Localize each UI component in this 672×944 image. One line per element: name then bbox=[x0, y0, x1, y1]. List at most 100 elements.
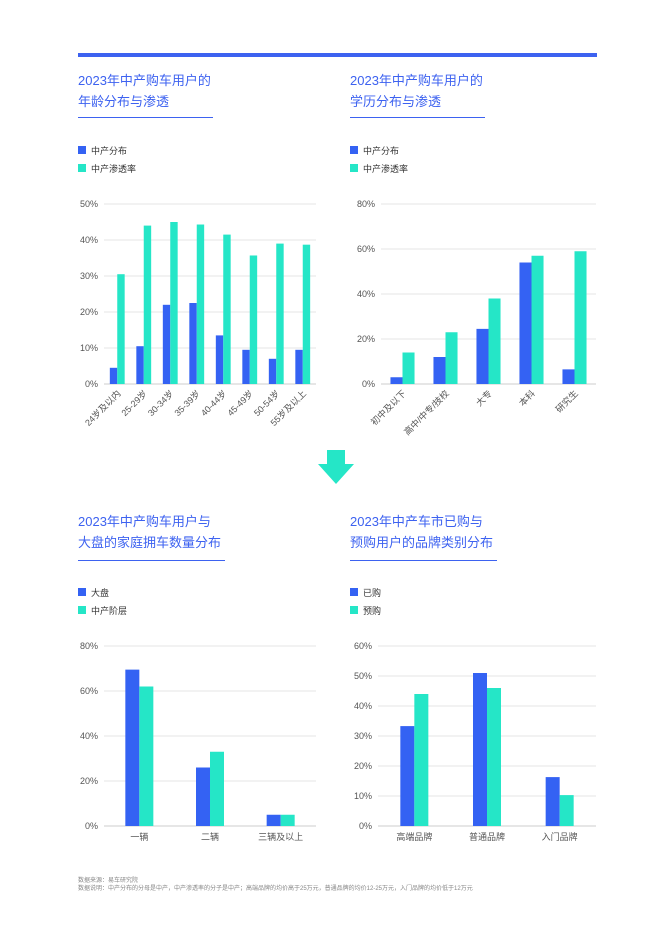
x-tick-label: 普通品牌 bbox=[469, 831, 505, 842]
bar bbox=[531, 255, 544, 384]
y-tick-label: 20% bbox=[80, 307, 98, 317]
bar bbox=[400, 726, 415, 826]
bar bbox=[402, 352, 415, 384]
y-tick-label: 20% bbox=[354, 761, 372, 771]
panel3-title-line2: 大盘的家庭拥车数量分布 bbox=[78, 535, 222, 550]
panel4-title: 2023年中产车市已购与 预购用户的品牌类别分布 bbox=[350, 511, 493, 553]
legend-item: 中产阶层 bbox=[78, 601, 127, 619]
legend-swatch bbox=[78, 146, 86, 154]
y-tick-label: 20% bbox=[357, 334, 375, 344]
legend-swatch bbox=[78, 588, 86, 596]
legend-label: 中产渗透率 bbox=[363, 163, 409, 174]
bar bbox=[266, 814, 281, 826]
bar bbox=[414, 694, 429, 826]
x-tick-label: 三辆及以上 bbox=[258, 831, 303, 842]
x-tick-label: 高端品牌 bbox=[396, 831, 432, 842]
y-tick-label: 0% bbox=[359, 821, 372, 831]
legend-item: 中产渗透率 bbox=[350, 159, 408, 177]
bar bbox=[280, 814, 295, 826]
legend-label: 中产分布 bbox=[91, 145, 128, 156]
y-tick-label: 80% bbox=[80, 641, 98, 651]
legend-swatch bbox=[350, 606, 358, 614]
panel1-title-underline bbox=[78, 117, 213, 118]
bar bbox=[196, 224, 205, 384]
panel2-title: 2023年中产购车用户的 学历分布与渗透 bbox=[350, 70, 483, 112]
legend-item: 大盘 bbox=[78, 583, 127, 601]
panel1-title-line1: 2023年中产购车用户的 bbox=[78, 73, 211, 88]
top-accent-bar bbox=[78, 53, 597, 57]
panel4-legend: 已购 预购 bbox=[350, 583, 381, 619]
panel3-title-line1: 2023年中产购车用户与 bbox=[78, 514, 211, 529]
legend-item: 预购 bbox=[350, 601, 381, 619]
panel4-title-line1: 2023年中产车市已购与 bbox=[350, 514, 483, 529]
y-tick-label: 40% bbox=[80, 235, 98, 245]
bar bbox=[445, 332, 458, 384]
panel2-title-line2: 学历分布与渗透 bbox=[350, 94, 442, 109]
bar bbox=[143, 225, 152, 384]
x-tick-label: 一辆 bbox=[130, 831, 148, 842]
bar bbox=[433, 357, 446, 384]
panel1-title-line2: 年龄分布与渗透 bbox=[78, 94, 170, 109]
legend-label: 大盘 bbox=[91, 587, 110, 598]
bar bbox=[562, 369, 575, 384]
bar bbox=[215, 335, 224, 384]
y-tick-label: 60% bbox=[357, 244, 375, 254]
panel3-title: 2023年中产购车用户与 大盘的家庭拥车数量分布 bbox=[78, 511, 221, 553]
legend-label: 中产阶层 bbox=[91, 605, 128, 616]
bar bbox=[559, 795, 574, 826]
y-tick-label: 30% bbox=[80, 271, 98, 281]
legend-item: 中产渗透率 bbox=[78, 159, 136, 177]
x-tick-label: 入门品牌 bbox=[542, 831, 578, 842]
bar bbox=[390, 377, 403, 384]
y-tick-label: 40% bbox=[354, 701, 372, 711]
legend-swatch bbox=[350, 164, 358, 172]
down-arrow-icon bbox=[318, 450, 354, 484]
footer-source: 数据来源：易车研究院 bbox=[78, 878, 139, 884]
y-tick-label: 80% bbox=[357, 199, 375, 209]
footer-note: 数据说明：中产分布的分母是中产，中产渗透率的分子是中产；高端品牌的均价高于25万… bbox=[78, 886, 473, 892]
y-tick-label: 20% bbox=[80, 776, 98, 786]
y-tick-label: 10% bbox=[80, 343, 98, 353]
panel2-legend: 中产分布 中产渗透率 bbox=[350, 141, 408, 177]
bar bbox=[170, 222, 178, 384]
y-tick-label: 60% bbox=[80, 686, 98, 696]
panel4-title-underline bbox=[350, 560, 497, 561]
bar bbox=[189, 303, 197, 384]
bar bbox=[545, 777, 560, 826]
y-tick-label: 40% bbox=[357, 289, 375, 299]
y-tick-label: 60% bbox=[354, 641, 372, 651]
panel4-title-line2: 预购用户的品牌类别分布 bbox=[350, 535, 494, 550]
panel2-title-line1: 2023年中产购车用户的 bbox=[350, 73, 483, 88]
legend-swatch bbox=[78, 164, 86, 172]
y-tick-label: 0% bbox=[362, 379, 375, 389]
legend-label: 已购 bbox=[363, 587, 382, 598]
bar bbox=[117, 274, 125, 384]
bar bbox=[210, 751, 224, 826]
bar bbox=[125, 669, 140, 826]
bar bbox=[473, 673, 487, 826]
y-tick-label: 0% bbox=[85, 379, 98, 389]
bar bbox=[223, 234, 231, 384]
bar bbox=[249, 255, 258, 384]
bar bbox=[162, 304, 171, 384]
bar bbox=[139, 686, 154, 826]
legend-swatch bbox=[350, 588, 358, 596]
panel1-title: 2023年中产购车用户的 年龄分布与渗透 bbox=[78, 70, 211, 112]
bar bbox=[295, 349, 303, 384]
bar bbox=[268, 358, 277, 384]
legend-swatch bbox=[78, 606, 86, 614]
bar bbox=[487, 688, 501, 826]
y-tick-label: 10% bbox=[354, 791, 372, 801]
bar bbox=[519, 262, 532, 384]
legend-label: 预购 bbox=[363, 605, 382, 616]
footer-notes: 数据来源：易车研究院 数据说明：中产分布的分母是中产，中产渗透率的分子是中产；高… bbox=[78, 877, 473, 893]
bar bbox=[488, 298, 501, 384]
bar bbox=[109, 367, 118, 384]
bar bbox=[302, 244, 311, 384]
panel3-legend: 大盘 中产阶层 bbox=[78, 583, 127, 619]
bar bbox=[196, 767, 210, 826]
bar bbox=[476, 328, 489, 384]
